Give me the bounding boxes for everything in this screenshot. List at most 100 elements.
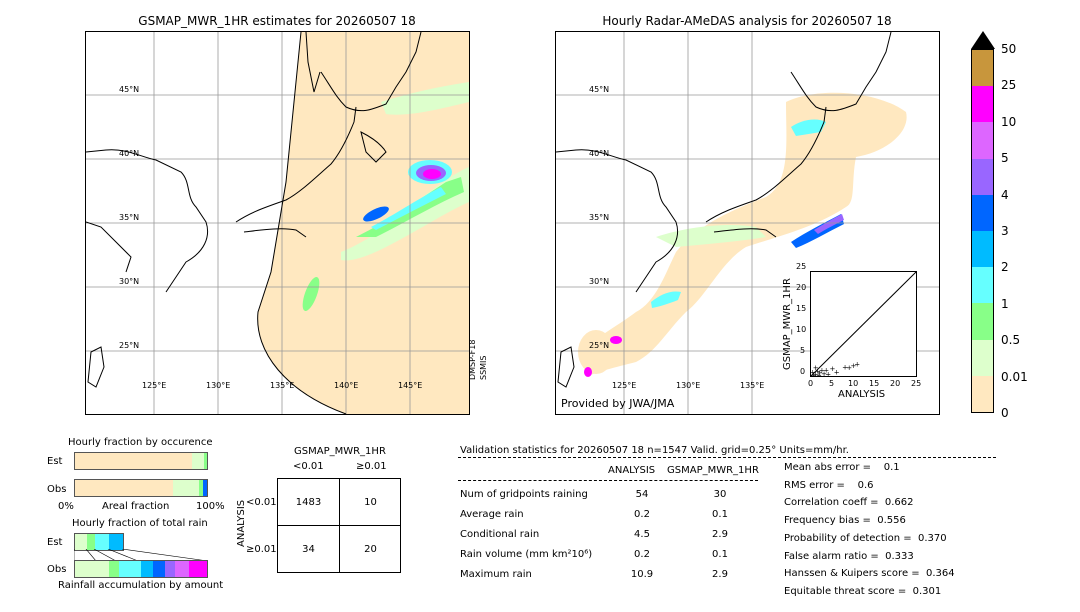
left-coastline (86, 32, 422, 388)
inset-ytick-10: 10 (796, 325, 807, 334)
contingency-cell-22: 20 (364, 544, 377, 555)
scatter-point: + (851, 362, 857, 370)
scatter-point: + (815, 368, 821, 376)
validation-row-gsmap: 2.9 (712, 569, 728, 580)
right-rain-1 (656, 225, 766, 247)
inset-diagonal (810, 271, 917, 377)
validation-header: Validation statistics for 20260507 18 n=… (460, 445, 849, 456)
inset-ytick-5: 5 (800, 346, 806, 355)
total-rain-title: Hourly fraction of total rain (72, 518, 208, 529)
inset-scatter-frame: + + + + + + + + + + + + + + + + + (810, 271, 917, 380)
colorbar (971, 49, 994, 413)
scatter-point: + (846, 364, 852, 372)
inset-ytick-15: 15 (796, 304, 807, 313)
right-lat-label-3: 35°N (589, 213, 610, 222)
contingency-grid: 1483 10 34 20 (277, 478, 401, 573)
scatter-point: + (819, 366, 825, 374)
validation-divider-top (458, 457, 996, 458)
scatter-point: + (823, 367, 829, 375)
right-lon-label-1: 125°E (612, 381, 637, 390)
scatter-point: + (825, 370, 831, 376)
inset-ytick-20: 20 (796, 283, 807, 292)
inset-scatter-svg: ++++++++ +++++++++ (810, 271, 917, 380)
left-gridlines (86, 32, 469, 414)
inset-xtick-0: 0 (808, 379, 814, 388)
scatter-point: + (854, 360, 860, 368)
right-lat-label-2: 40°N (589, 149, 610, 158)
scatter-point: + (842, 363, 848, 371)
validation-col-analysis: ANALYSIS (608, 465, 656, 476)
left-map-title: GSMAP_MWR_1HR estimates for 20260507 18 (138, 14, 416, 28)
validation-row-gsmap: 0.1 (712, 549, 728, 560)
left-rain-patch (302, 276, 320, 312)
left-lon-label-5: 145°E (398, 381, 423, 390)
inset-ytick-25: 25 (796, 262, 807, 271)
total-rain-connector (74, 549, 208, 561)
validation-row-analysis: 54 (635, 489, 649, 500)
validation-score: False alarm ratio = 0.333 (784, 550, 914, 562)
right-rain-3 (814, 214, 844, 234)
validation-score: Mean abs error = 0.1 (784, 462, 900, 473)
contingency-cell-11: 1483 (295, 497, 322, 508)
occurrence-bar-obs (74, 479, 208, 497)
right-map-title: Hourly Radar-AMeDAS analysis for 2026050… (602, 14, 892, 28)
inset-ylabel: GSMAP_MWR_1HR (782, 278, 793, 370)
validation-row-label: Average rain (460, 509, 524, 520)
contingency-cell-12: 10 (364, 497, 377, 508)
validation-row-gsmap: 2.9 (712, 529, 728, 540)
occurrence-axis-mid: Areal fraction (102, 501, 170, 512)
validation-col-gsmap: GSMAP_MWR_1HR (667, 465, 759, 476)
colorbar-label: 5 (1001, 151, 1009, 166)
right-rain-7 (584, 367, 592, 377)
left-rain-core-4 (363, 206, 389, 222)
validation-score: Frequency bias = 0.556 (784, 515, 906, 527)
contingency-title: GSMAP_MWR_1HR (294, 446, 386, 457)
left-map-svg (86, 32, 469, 414)
left-lat-label-4: 30°N (119, 277, 140, 286)
colorbar-segment (972, 303, 993, 341)
validation-score: Probability of detection = 0.370 (784, 532, 947, 544)
scatter-point: + (813, 364, 819, 372)
left-lon-label-4: 140°E (334, 381, 359, 390)
colorbar-label: 0 (1001, 406, 1009, 420)
contingency-col-2: ≥0.01 (356, 461, 387, 472)
left-side-label-2: SSMIS (479, 355, 488, 381)
colorbar-label: 50 (1001, 42, 1017, 56)
left-lon-label-2: 130°E (206, 381, 231, 390)
colorbar-label: 4 (1001, 187, 1009, 202)
left-map-panel (85, 31, 470, 415)
occurrence-axis-left: 0% (58, 501, 74, 512)
validation-score: Correlation coeff = 0.662 (784, 497, 914, 509)
contingency-row-1: <0.01 (246, 497, 277, 508)
scatter-point: + (811, 371, 817, 376)
total-rain-bar-est (74, 533, 124, 551)
inset-xtick-5: 5 (829, 379, 835, 388)
colorbar-label: 3 (1001, 224, 1009, 238)
colorbar-segment (972, 231, 993, 268)
left-rain-core-3 (423, 169, 441, 179)
right-rain-4 (791, 119, 826, 136)
colorbar-arrow (971, 31, 995, 49)
occurrence-title: Hourly fraction by occurence (68, 437, 213, 448)
colorbar-segment (972, 339, 993, 377)
scatter-point: + (834, 368, 840, 376)
colorbar-label: 0.01 (1001, 369, 1028, 384)
right-lon-label-2: 130°E (676, 381, 701, 390)
inset-xlabel: ANALYSIS (838, 389, 886, 400)
left-side-label-1: DMSP-F18 (468, 339, 477, 380)
scatter-point: + (830, 365, 836, 373)
left-lat-label-3: 35°N (119, 213, 140, 222)
total-rain-row-est: Est (47, 537, 63, 548)
left-rain-north (381, 82, 469, 115)
contingency-cell-21: 34 (302, 544, 315, 555)
validation-row-label: Conditional rain (460, 529, 540, 540)
validation-row-gsmap: 0.1 (712, 509, 728, 520)
validation-row-analysis: 0.2 (634, 509, 650, 520)
validation-row-analysis: 0.2 (634, 549, 650, 560)
colorbar-label: 0.5 (1001, 333, 1021, 348)
inset-xtick-20: 20 (890, 379, 901, 388)
scatter-point: + (811, 368, 816, 376)
validation-score: Equitable threat score = 0.301 (784, 585, 942, 597)
validation-divider-mid (458, 480, 758, 481)
colorbar-segment (972, 86, 993, 123)
